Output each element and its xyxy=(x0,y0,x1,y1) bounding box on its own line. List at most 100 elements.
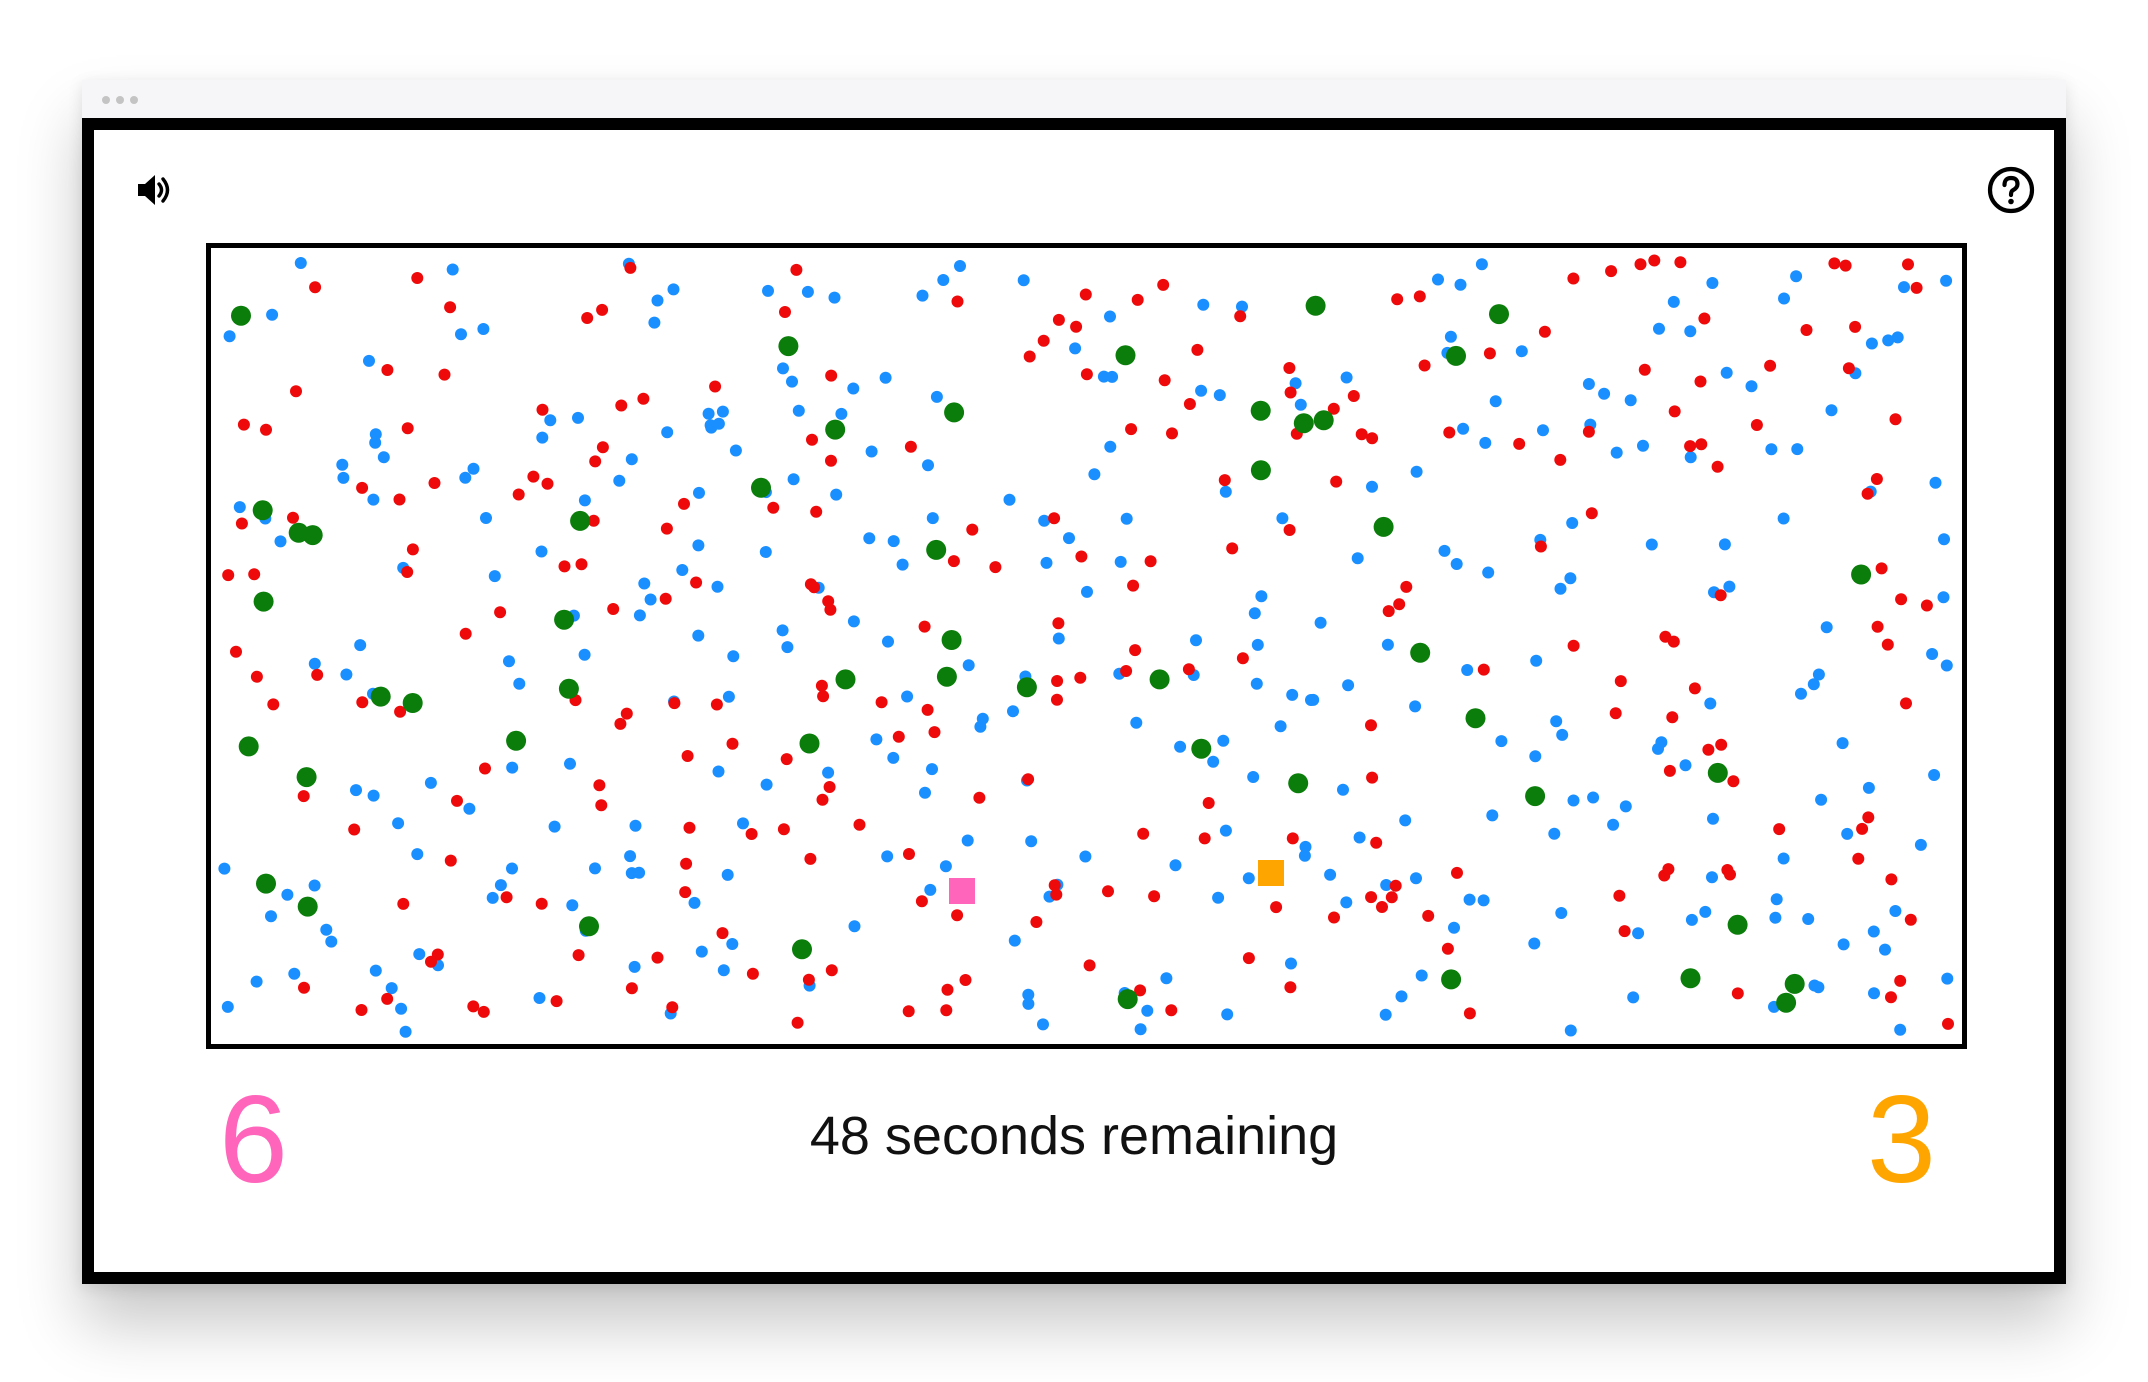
blue-dot xyxy=(721,868,734,881)
red-dot xyxy=(1839,259,1852,272)
blue-dot xyxy=(392,817,405,830)
red-dot xyxy=(1538,325,1551,338)
player-left-square xyxy=(949,878,975,904)
red-dot xyxy=(947,555,960,568)
red-dot xyxy=(451,794,463,807)
blue-dot xyxy=(1807,678,1820,691)
blue-dot xyxy=(1720,366,1733,379)
blue-dot xyxy=(566,899,579,912)
red-dot xyxy=(1875,562,1888,575)
blue-dot xyxy=(1486,809,1499,822)
red-dot xyxy=(401,422,414,435)
blue-dot xyxy=(265,910,277,923)
blue-dot xyxy=(1815,793,1828,806)
red-dot xyxy=(397,897,410,910)
red-dot xyxy=(1861,487,1874,500)
red-dot xyxy=(1663,764,1676,777)
blue-dot xyxy=(1022,988,1035,1001)
red-dot xyxy=(587,514,600,527)
blue-dot xyxy=(1891,331,1904,344)
red-dot xyxy=(941,983,954,996)
sound-toggle-button[interactable] xyxy=(128,164,180,216)
blue-dot xyxy=(1130,716,1143,729)
red-dot xyxy=(637,392,650,405)
red-dot xyxy=(1684,440,1697,453)
window-titlebar xyxy=(82,80,2066,118)
green-dot xyxy=(296,767,317,788)
blue-dot xyxy=(1928,769,1941,781)
red-dot xyxy=(817,690,830,703)
speaker-volume-icon xyxy=(138,175,170,205)
red-dot xyxy=(1391,293,1404,306)
red-dot xyxy=(596,303,609,316)
blue-dot xyxy=(648,316,661,329)
help-button[interactable] xyxy=(1985,164,2037,216)
red-dot xyxy=(951,909,964,922)
blue-dot xyxy=(726,938,739,950)
blue-dot xyxy=(308,879,321,892)
blue-dot xyxy=(1704,697,1717,710)
red-dot xyxy=(1158,374,1171,387)
blue-dot xyxy=(629,819,642,832)
red-dot xyxy=(709,380,722,393)
blue-dot xyxy=(1624,394,1637,407)
blue-dot xyxy=(787,473,800,486)
blue-dot xyxy=(1898,281,1910,294)
blue-dot xyxy=(1610,446,1623,459)
blue-dot xyxy=(1217,734,1230,747)
blue-dot xyxy=(1564,1024,1577,1037)
red-dot xyxy=(808,581,821,594)
red-dot xyxy=(780,753,793,766)
blue-dot xyxy=(613,474,626,487)
red-dot xyxy=(222,569,235,582)
red-dot xyxy=(1050,888,1063,901)
blue-dot xyxy=(424,776,437,789)
blue-dot xyxy=(1685,913,1698,926)
red-dot xyxy=(1900,697,1912,710)
green-dot xyxy=(1191,738,1212,759)
game-arena[interactable] xyxy=(206,243,1967,1049)
blue-dot xyxy=(1645,538,1658,551)
blue-dot xyxy=(1564,572,1577,585)
blue-dot xyxy=(1598,387,1611,400)
red-dot xyxy=(1413,290,1426,303)
blue-dot xyxy=(1777,512,1790,525)
red-dot xyxy=(1614,675,1627,688)
blue-dot xyxy=(759,546,772,558)
blue-dot xyxy=(221,1000,234,1013)
red-dot xyxy=(1698,312,1711,325)
blue-dot xyxy=(363,354,375,367)
red-dot xyxy=(966,523,979,536)
blue-dot xyxy=(1219,485,1232,498)
green-dot xyxy=(1115,345,1136,366)
blue-dot xyxy=(1236,300,1248,313)
red-dot xyxy=(1862,811,1875,824)
blue-dot xyxy=(1607,818,1620,831)
red-dot xyxy=(1191,343,1204,356)
blue-dot xyxy=(325,935,338,948)
blue-dot xyxy=(1285,957,1297,970)
blue-dot xyxy=(1432,273,1444,286)
blue-dot xyxy=(961,834,974,847)
red-dot xyxy=(572,949,585,962)
blue-dot xyxy=(1548,827,1561,840)
blue-dot xyxy=(628,960,641,973)
red-dot xyxy=(620,707,633,720)
red-dot xyxy=(596,441,609,454)
blue-dot xyxy=(399,1025,412,1038)
blue-dot xyxy=(1555,907,1568,919)
green-dot xyxy=(926,539,947,560)
blue-dot xyxy=(350,784,362,797)
blue-dot xyxy=(1025,835,1038,848)
red-dot xyxy=(1764,359,1777,372)
blue-dot xyxy=(786,375,798,388)
red-dot xyxy=(1674,256,1687,269)
blue-dot xyxy=(937,274,950,286)
blue-dot xyxy=(865,445,878,458)
blue-dot xyxy=(503,655,515,668)
red-dot xyxy=(1165,1004,1178,1017)
red-dot xyxy=(1389,879,1402,892)
red-dot xyxy=(989,561,1002,574)
red-dot xyxy=(1048,879,1061,892)
red-dot xyxy=(790,263,803,276)
